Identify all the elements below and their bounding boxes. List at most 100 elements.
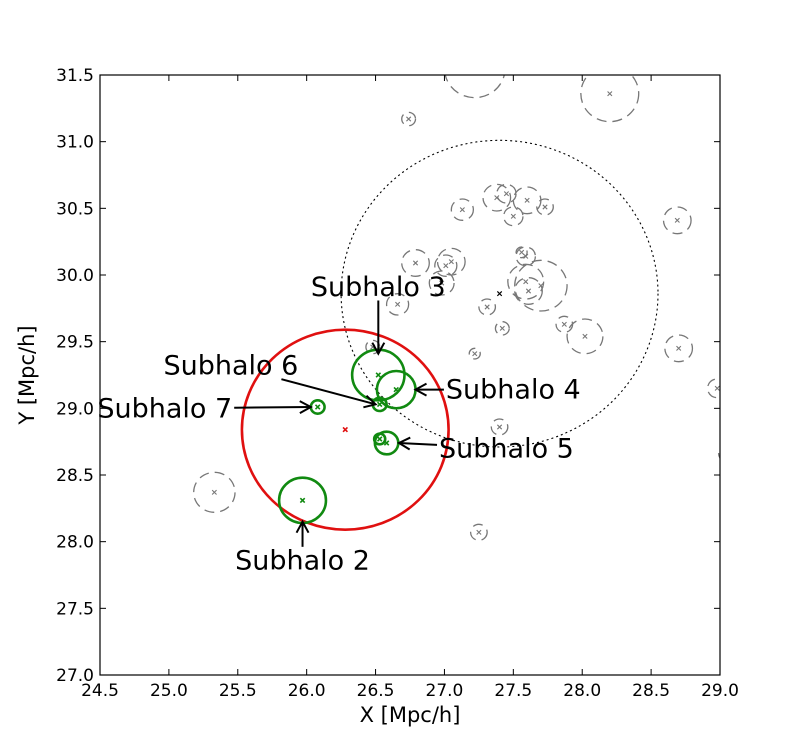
y-tick-label: 29.0	[56, 399, 94, 419]
annotation-arrow-line	[234, 406, 311, 409]
search-region-circle	[340, 139, 659, 448]
other-halo	[507, 263, 545, 300]
y-tick-label: 28.0	[56, 533, 94, 553]
other-halo	[401, 249, 430, 277]
other-halo-circle	[401, 111, 417, 127]
subhalo-annotation: Subhalo 5	[396, 433, 574, 464]
host-halo-circle	[240, 328, 450, 531]
other-halo	[515, 246, 537, 267]
other-halo-center-marker	[523, 279, 529, 285]
subhalo-annotation: Subhalo 3	[311, 272, 446, 356]
other-halo	[385, 293, 410, 316]
y-tick-label: 27.0	[56, 666, 94, 686]
other-halo	[566, 318, 604, 355]
other-halo-circle	[450, 198, 475, 221]
other-halo-circle	[385, 293, 410, 316]
other-halo	[450, 198, 475, 221]
other-halo-circle	[536, 198, 554, 216]
other-halo	[490, 418, 509, 436]
other-halo-circle	[478, 298, 497, 316]
other-halo	[580, 75, 640, 123]
other-halo	[469, 523, 488, 541]
subhalo-center-marker	[376, 401, 383, 408]
y-tick-label: 30.0	[56, 266, 94, 286]
other-halo-center-marker	[484, 304, 490, 310]
other-halo-circle	[490, 418, 509, 436]
subhalo-annotation-label: Subhalo 3	[311, 272, 446, 303]
x-tick-label: 26.0	[288, 681, 326, 701]
other-halo-circle	[365, 339, 381, 355]
other-halo	[494, 321, 510, 336]
subhalo-annotation: Subhalo 7	[97, 393, 313, 424]
plot-frame	[99, 74, 721, 676]
other-halo-center-marker	[412, 260, 419, 266]
other-halo	[503, 206, 524, 227]
other-halo-center-marker	[494, 195, 500, 201]
other-halo	[434, 254, 458, 277]
other-halo-center-marker	[439, 280, 445, 286]
other-halo	[428, 270, 455, 296]
other-halo-center-marker	[725, 451, 729, 455]
subhalo-annotation-label: Subhalo 2	[235, 545, 370, 576]
other-halo	[515, 246, 528, 259]
other-halo-circle	[514, 259, 568, 312]
other-halo	[468, 347, 481, 360]
y-tick-label: 28.5	[56, 466, 94, 486]
other-halo-circle	[566, 318, 604, 355]
y-tick-label: 31.0	[56, 133, 94, 153]
x-tick-label: 28.0	[563, 681, 601, 701]
annotation-arrow-head	[363, 394, 378, 409]
other-halo-circle	[503, 206, 524, 227]
other-halo-center-marker	[406, 116, 412, 122]
annotation-arrow-line	[281, 378, 376, 406]
subhalo-center-marker	[314, 404, 321, 410]
search-region-center-marker	[496, 291, 503, 297]
other-halo-circle	[514, 277, 543, 305]
other-halo-circle	[580, 75, 640, 123]
annotation-arrow-line	[398, 442, 438, 446]
other-halo	[193, 471, 236, 513]
other-halo-center-marker	[448, 259, 454, 265]
other-halo-center-marker	[674, 217, 680, 223]
other-halo-circle	[434, 254, 458, 277]
other-halo-circle	[515, 246, 528, 259]
x-tick-label: 27.0	[426, 681, 464, 701]
other-halo	[662, 206, 692, 235]
x-tick-label: 28.5	[632, 681, 670, 701]
y-axis-label: Y [Mpc/h]	[15, 325, 39, 425]
subhalo-center-marker	[375, 372, 382, 378]
other-halo	[514, 259, 568, 312]
annotations: Subhalo 3 Subhalo 6 Subhalo 4 Subhalo 7 Subh…	[97, 272, 580, 576]
other-halo-center-marker	[473, 66, 477, 70]
other-halo-center-marker	[582, 333, 588, 339]
other-halo-center-marker	[538, 283, 544, 289]
subhalo-center-marker	[299, 497, 306, 504]
x-axis-label: X [Mpc/h]	[360, 703, 461, 727]
other-halo-circle	[664, 334, 694, 363]
other-halo-center-marker	[510, 213, 516, 219]
other-halo-center-marker	[443, 263, 449, 269]
other-halo	[496, 183, 517, 204]
plot-data	[193, 66, 729, 541]
other-halo-center-marker	[211, 489, 217, 495]
other-halo-circle	[496, 183, 517, 204]
subhalo-annotation: Subhalo 4	[413, 375, 581, 406]
other-halo-center-marker	[607, 91, 613, 97]
annotation-arrow-head	[295, 519, 310, 534]
other-halo	[478, 298, 497, 316]
other-halo	[482, 183, 512, 212]
other-halo-circle	[494, 321, 510, 336]
y-tick-label: 27.5	[56, 599, 94, 619]
other-halo-center-marker	[472, 351, 478, 357]
other-halo-circle	[469, 523, 488, 541]
x-tick-label: 24.5	[81, 681, 119, 701]
other-halo-center-marker	[496, 424, 503, 430]
other-halo-circle	[482, 183, 512, 212]
other-halo	[444, 66, 505, 99]
other-halo-circle	[662, 206, 692, 235]
other-halo-center-marker	[523, 253, 529, 259]
other-halo-circle	[515, 246, 537, 267]
y-tick-label: 31.5	[56, 66, 94, 86]
annotation-arrow-head	[413, 382, 427, 397]
